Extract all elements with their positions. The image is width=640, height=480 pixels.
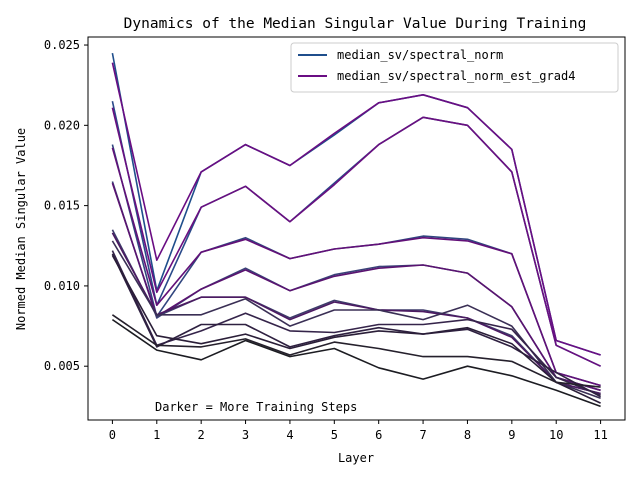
x-tick-label: 2	[198, 428, 205, 442]
y-tick-label: 0.010	[44, 279, 80, 293]
series-line-1	[111, 62, 601, 356]
legend: median_sv/spectral_norm median_sv/spectr…	[290, 42, 619, 93]
series-line-9	[111, 232, 601, 395]
x-tick-label: 4	[286, 428, 293, 442]
series-line-10	[111, 240, 601, 400]
series-line-11	[111, 250, 601, 396]
y-tick-label: 0.020	[44, 118, 80, 132]
x-tick-label: 7	[419, 428, 426, 442]
series-line-3	[111, 107, 601, 367]
x-tick-label: 3	[242, 428, 249, 442]
series-line-13	[111, 255, 601, 404]
chart-title: Dynamics of the Median Singular Value Du…	[124, 16, 587, 32]
series-line-7	[111, 182, 601, 392]
y-tick-label: 0.025	[44, 38, 80, 52]
x-tick-label: 5	[331, 428, 338, 442]
x-tick-label: 9	[508, 428, 515, 442]
x-tick-label: 6	[375, 428, 382, 442]
x-axis-ticks: 0 1 2 3 4 5 6 7 8 9 10 11	[109, 420, 608, 442]
y-tick-label: 0.005	[44, 359, 80, 373]
y-tick-label: 0.015	[44, 199, 80, 213]
x-axis-title: Layer	[338, 451, 374, 465]
y-axis-ticks: 0.005 0.010 0.015 0.020 0.025	[44, 38, 88, 373]
x-tick-label: 8	[464, 428, 471, 442]
legend-box	[290, 42, 619, 93]
legend-label-spectral-norm: median_sv/spectral_norm	[337, 48, 503, 62]
x-tick-label: 0	[109, 428, 116, 442]
x-tick-label: 1	[153, 428, 160, 442]
legend-label-est-grad4: median_sv/spectral_norm_est_grad4	[337, 69, 575, 83]
y-axis-title: Normed Median Singular Value	[14, 128, 28, 330]
darker-annotation: Darker = More Training Steps	[155, 400, 357, 414]
x-tick-label: 10	[549, 428, 563, 442]
axes	[87, 36, 626, 421]
x-tick-label: 11	[593, 428, 607, 442]
series-line-14	[111, 314, 601, 388]
series-line-5	[111, 147, 601, 387]
series-layer	[111, 52, 601, 408]
series-line-15	[111, 318, 601, 408]
plot-frame	[87, 36, 626, 421]
